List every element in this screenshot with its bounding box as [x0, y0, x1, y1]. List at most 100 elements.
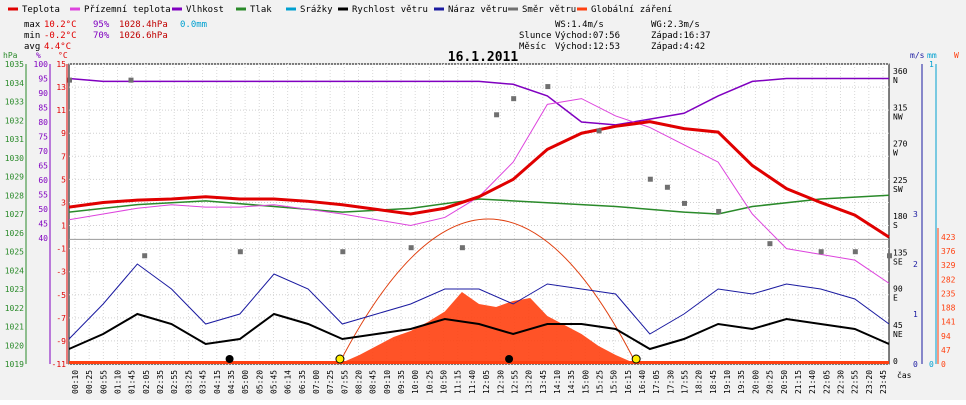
- x-tick-label: 11:15: [454, 370, 463, 394]
- wind-direction-point: [494, 112, 500, 118]
- moon-label: Měsíc: [519, 42, 546, 52]
- x-tick-label: 17:05: [652, 370, 661, 394]
- pressure-tick: 1020: [5, 341, 24, 350]
- x-tick-label: 15:25: [595, 370, 604, 394]
- pressure-tick: 1029: [5, 173, 24, 182]
- direction-label: SW: [893, 185, 903, 194]
- radiation-tick: 188: [941, 304, 956, 313]
- series-pressure: [68, 194, 890, 215]
- radiation-max-curve: [338, 218, 637, 365]
- direction-tick: 135: [893, 248, 908, 257]
- x-tick-label: 01:45: [128, 370, 137, 394]
- legend-label: Tlak: [250, 5, 272, 15]
- direction-tick: 360: [893, 67, 908, 76]
- temp-tick: -3: [56, 268, 66, 277]
- temp-tick: 9: [61, 129, 66, 138]
- x-tick-label: 10:25: [425, 370, 434, 394]
- x-tick-label: 10:00: [411, 370, 420, 394]
- direction-label: NW: [893, 112, 903, 121]
- legend-label: Přízemní teplota: [84, 5, 171, 15]
- x-tick-label: 03:45: [199, 370, 208, 394]
- stat-value: 0.0mm: [180, 20, 207, 30]
- x-tick-label: 19:10: [723, 370, 732, 394]
- humidity-tick: 100: [34, 60, 49, 69]
- radiation-tick: 0: [941, 360, 946, 369]
- pressure-tick: 1019: [5, 360, 24, 369]
- wind-direction-point: [887, 253, 892, 259]
- pressure-tick: 1022: [5, 304, 24, 313]
- temp-tick: -9: [56, 337, 66, 346]
- stat-value: 1026.6hPa: [119, 31, 168, 41]
- direction-tick: 225: [893, 176, 908, 185]
- x-tick-label: 05:45: [269, 370, 278, 394]
- direction-tick: 45: [893, 321, 903, 330]
- wind-direction-point: [647, 176, 653, 182]
- wind-direction-point: [716, 208, 722, 214]
- x-tick-label: 22:30: [836, 370, 845, 394]
- legend-label: Rychlost větru: [352, 5, 428, 15]
- pressure-unit: hPa: [3, 51, 18, 60]
- wind-tick: 3: [913, 210, 918, 219]
- wind-direction-point: [682, 200, 687, 206]
- temp-tick: 5: [61, 175, 66, 184]
- direction-label: N: [893, 76, 898, 85]
- x-tick-label: 00:55: [99, 370, 108, 394]
- humidity-tick: 80: [38, 118, 48, 127]
- humidity-tick: 90: [38, 89, 48, 98]
- x-tick-label: 12:05: [482, 370, 491, 394]
- pressure-tick: 1027: [5, 210, 24, 219]
- legend-label: Náraz větru: [448, 5, 508, 15]
- wind-direction-point: [67, 77, 72, 83]
- x-tick-label: 07:55: [340, 370, 349, 394]
- stat-value: min: [24, 31, 40, 41]
- x-tick-label: 12:55: [510, 370, 519, 394]
- series-temperature: [68, 120, 890, 239]
- moonrise-marker: [505, 355, 514, 363]
- humidity-tick: 45: [38, 220, 48, 229]
- pressure-tick: 1021: [5, 323, 24, 332]
- x-tick-label: 17:30: [666, 370, 675, 394]
- x-tick-label: 00:25: [85, 370, 94, 394]
- x-tick-label: 05:00: [241, 370, 250, 394]
- rain-tick: 1: [929, 60, 934, 69]
- stat-value: 70%: [93, 31, 110, 41]
- radiation-tick: 235: [941, 289, 956, 298]
- series-radiation: [338, 291, 637, 364]
- x-tick-label: 11:40: [468, 370, 477, 394]
- x-tick-label: 06:35: [298, 370, 307, 394]
- pressure-tick: 1032: [5, 116, 24, 125]
- wind-tick: 0: [913, 360, 918, 369]
- direction-label: NE: [893, 330, 903, 339]
- direction-label: S: [893, 221, 898, 230]
- x-tick-label: 09:10: [383, 370, 392, 394]
- x-tick-label: 21:40: [808, 370, 817, 394]
- moon-rise: Východ:12:53: [555, 42, 620, 52]
- stat-value: 95%: [93, 20, 110, 30]
- x-tick-label: 23:45: [879, 370, 888, 394]
- pressure-tick: 1028: [5, 191, 24, 200]
- legend-label: Vlhkost: [186, 5, 224, 15]
- pressure-tick: 1025: [5, 248, 24, 257]
- x-tick-label: 13:45: [539, 370, 548, 394]
- radiation-tick: 47: [941, 346, 951, 355]
- temp-tick: 11: [56, 106, 66, 115]
- temp-tick: -11: [52, 360, 67, 369]
- x-tick-label: 03:25: [184, 370, 193, 394]
- pressure-tick: 1034: [5, 79, 24, 88]
- wind-direction-point: [596, 128, 602, 134]
- direction-tick: 90: [893, 285, 903, 294]
- x-tick-label: 19:35: [737, 370, 746, 394]
- sun-label: Slunce: [519, 31, 552, 41]
- humidity-tick: 40: [38, 234, 48, 243]
- legend-label: Teplota: [22, 5, 60, 15]
- humidity-tick: 75: [38, 133, 48, 142]
- x-tick-label: 12:30: [496, 370, 505, 394]
- x-tick-label: 04:35: [227, 370, 236, 394]
- humidity-tick: 85: [38, 104, 48, 113]
- direction-tick: 315: [893, 103, 908, 112]
- x-tick-label: 16:15: [624, 370, 633, 394]
- temp-tick: -7: [56, 314, 66, 323]
- humidity-unit: %: [36, 51, 41, 60]
- radiation-tick: 423: [941, 233, 956, 242]
